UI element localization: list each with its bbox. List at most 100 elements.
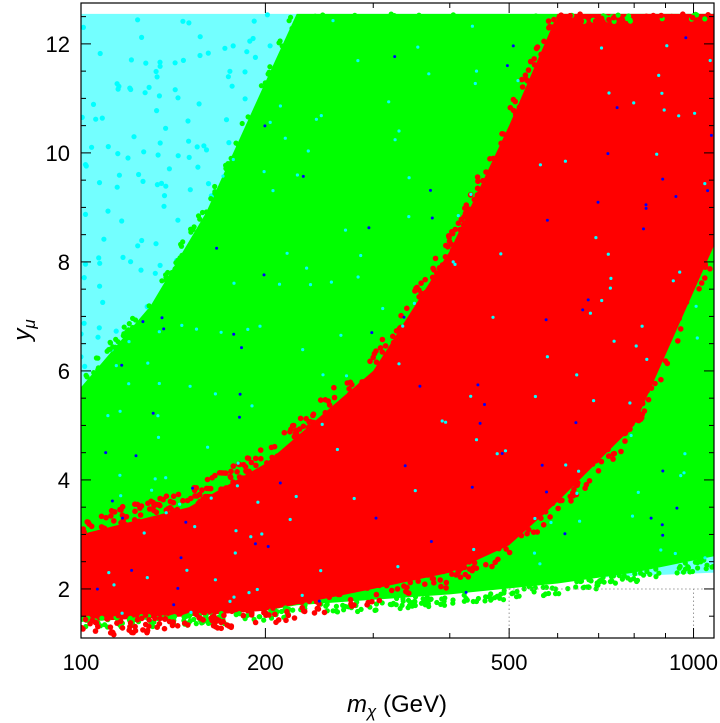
point-cyan xyxy=(157,63,163,69)
point-red xyxy=(530,529,537,535)
point-cyan xyxy=(82,363,88,369)
point-cyan-inner xyxy=(127,340,131,344)
point-red xyxy=(200,496,206,502)
point-red xyxy=(264,460,270,466)
point-green xyxy=(674,570,680,576)
point-cyan-inner xyxy=(331,19,335,23)
point-blue xyxy=(429,540,433,543)
point-blue xyxy=(262,273,266,277)
point-blue xyxy=(661,469,665,473)
point-cyan xyxy=(114,81,120,87)
point-red xyxy=(318,591,324,597)
point-green xyxy=(275,59,281,65)
point-cyan-inner xyxy=(359,253,363,258)
point-blue xyxy=(134,454,138,458)
point-cyan-inner xyxy=(308,283,313,287)
point-green xyxy=(110,351,116,357)
point-red xyxy=(448,241,455,247)
point-red xyxy=(349,581,355,588)
point-red xyxy=(157,615,163,622)
point-cyan xyxy=(185,118,191,124)
point-green xyxy=(225,161,231,167)
point-red xyxy=(339,399,345,405)
point-cyan-inner xyxy=(344,374,349,378)
point-blue xyxy=(162,327,166,331)
point-green xyxy=(352,12,358,18)
point-blue xyxy=(429,188,432,192)
point-cyan-inner xyxy=(533,516,537,521)
point-red xyxy=(595,468,602,474)
point-red xyxy=(351,602,357,608)
point-blue xyxy=(464,590,468,594)
point-red xyxy=(175,491,182,498)
point-cyan-inner xyxy=(188,384,192,388)
point-cyan xyxy=(97,283,103,289)
point-green xyxy=(126,321,132,327)
point-cyan-inner xyxy=(306,149,310,153)
point-cyan-inner xyxy=(232,281,236,285)
point-red xyxy=(161,625,168,632)
point-cyan-inner xyxy=(606,252,610,256)
point-red xyxy=(257,447,264,453)
point-red xyxy=(577,11,583,17)
point-red xyxy=(393,328,400,334)
point-red xyxy=(373,591,380,598)
point-green xyxy=(689,568,696,575)
point-green xyxy=(521,586,527,592)
point-cyan-inner xyxy=(393,138,397,142)
point-cyan xyxy=(156,93,162,99)
point-red xyxy=(443,242,449,249)
point-green xyxy=(89,377,95,383)
point-red xyxy=(141,518,148,525)
point-cyan-inner xyxy=(142,531,146,535)
point-red xyxy=(136,518,142,525)
point-red xyxy=(582,485,588,492)
data-regions xyxy=(81,13,714,622)
point-cyan-inner xyxy=(499,252,503,256)
point-cyan-inner xyxy=(294,494,298,499)
point-red xyxy=(182,605,188,611)
point-red xyxy=(455,558,462,564)
point-red xyxy=(244,607,251,614)
point-red xyxy=(156,621,163,627)
point-red xyxy=(570,492,576,499)
point-red xyxy=(215,492,222,499)
point-green xyxy=(401,18,407,24)
point-cyan-inner xyxy=(301,348,305,352)
point-cyan-inner xyxy=(288,517,292,522)
point-red xyxy=(538,515,544,521)
point-red xyxy=(347,379,354,386)
point-blue xyxy=(191,486,194,490)
point-cyan xyxy=(227,68,233,74)
point-red xyxy=(592,451,599,458)
point-green xyxy=(399,602,405,609)
point-blue xyxy=(367,226,371,230)
point-red xyxy=(605,453,612,459)
point-red xyxy=(606,16,612,23)
point-red xyxy=(111,509,118,515)
point-cyan-inner xyxy=(246,327,250,331)
point-red xyxy=(209,475,215,481)
point-red xyxy=(93,533,100,540)
point-red xyxy=(450,563,457,570)
point-cyan xyxy=(187,187,193,193)
point-red xyxy=(240,475,246,481)
point-green xyxy=(169,269,175,276)
point-green xyxy=(615,12,621,18)
point-green xyxy=(500,597,507,603)
point-green xyxy=(494,15,500,21)
point-red xyxy=(655,360,661,367)
point-cyan-inner xyxy=(209,496,213,500)
point-red xyxy=(228,468,234,475)
point-green xyxy=(106,347,112,353)
point-cyan-inner xyxy=(708,58,712,63)
point-red xyxy=(645,396,652,403)
point-cyan xyxy=(205,50,211,56)
point-red xyxy=(281,429,288,436)
point-blue xyxy=(476,383,480,387)
point-red xyxy=(696,286,702,292)
point-cyan xyxy=(82,162,89,168)
point-green xyxy=(553,586,559,592)
point-red xyxy=(496,545,502,552)
point-cyan-inner xyxy=(693,111,697,115)
